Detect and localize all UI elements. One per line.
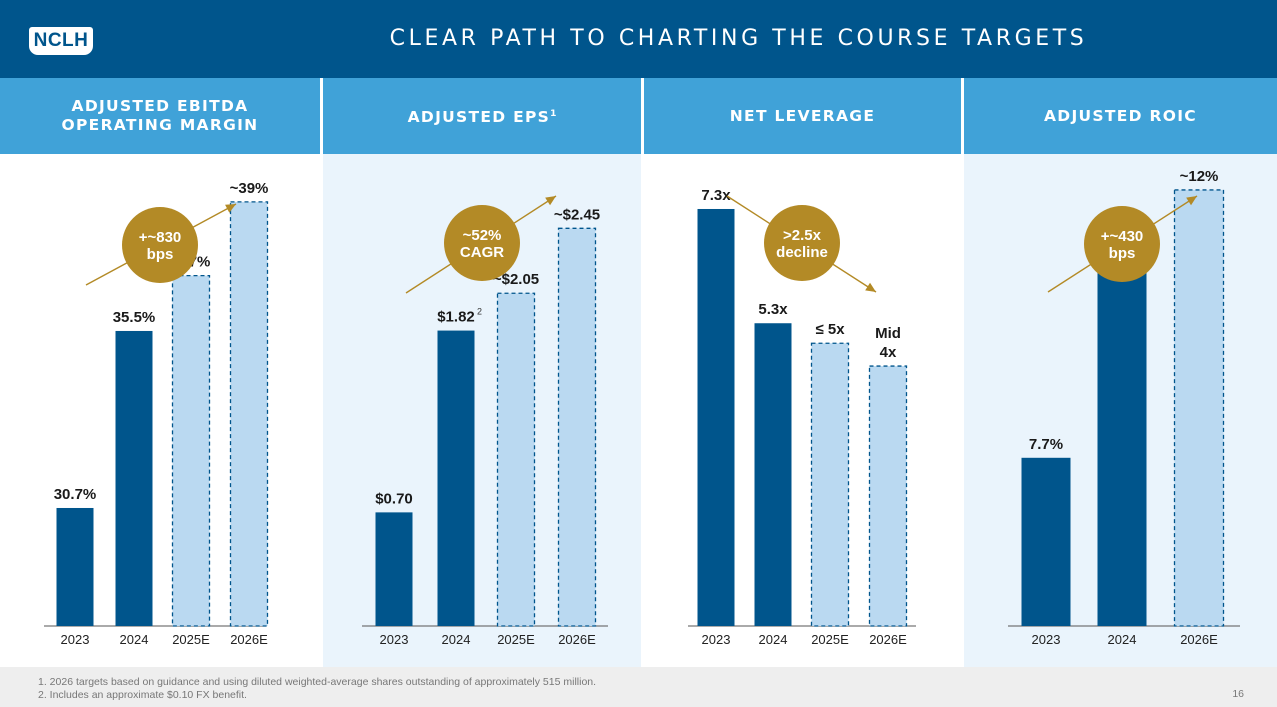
data-label: Mid bbox=[875, 325, 901, 342]
bar bbox=[697, 208, 735, 626]
data-label: $1.82 bbox=[437, 309, 475, 326]
x-tick-label: 2024 bbox=[120, 632, 149, 647]
x-tick-label: 2024 bbox=[442, 632, 471, 647]
panel-header-net-leverage: NET LEVERAGE bbox=[644, 78, 961, 154]
panel-title-line: ADJUSTED EPS bbox=[407, 108, 551, 127]
page-title: CLEAR PATH TO CHARTING THE COURSE TARGET… bbox=[389, 26, 1088, 51]
panel-title-line: ADJUSTED EBITDA bbox=[71, 97, 249, 115]
data-label: ~$2.45 bbox=[554, 206, 600, 223]
nclh-logo: NCLH bbox=[29, 27, 93, 55]
panel-title-line: OPERATING MARGIN bbox=[61, 116, 259, 134]
badge-circle bbox=[122, 207, 198, 283]
data-label: 7.7% bbox=[1029, 436, 1063, 453]
bar-estimate bbox=[171, 274, 211, 627]
x-tick-label: 2023 bbox=[61, 632, 90, 647]
data-label: 30.7% bbox=[54, 486, 97, 503]
data-label: 4x bbox=[880, 344, 897, 361]
panel-header-roic: ADJUSTED ROIC bbox=[964, 78, 1277, 154]
x-tick-label: 2026E bbox=[230, 632, 268, 647]
data-label: ~$2.05 bbox=[493, 271, 539, 288]
badge-label: +~830 bbox=[139, 229, 182, 246]
badge-circle bbox=[1084, 206, 1160, 282]
trend-arrow-head bbox=[225, 204, 236, 213]
footnote-marker: 2 bbox=[477, 307, 482, 317]
footnote-1: 1. 2026 targets based on guidance and us… bbox=[38, 676, 597, 688]
x-tick-label: 2025E bbox=[497, 632, 535, 647]
panel-title-line: NET LEVERAGE bbox=[729, 106, 876, 125]
bar bbox=[1021, 457, 1071, 626]
badge-circle bbox=[764, 205, 840, 281]
x-tick-label: 2025E bbox=[172, 632, 210, 647]
data-label: 35.5% bbox=[113, 309, 156, 326]
x-tick-label: 2023 bbox=[702, 632, 731, 647]
data-label: ~12% bbox=[1180, 168, 1219, 185]
bar-estimate bbox=[229, 201, 269, 627]
x-tick-label: 2024 bbox=[1108, 632, 1137, 647]
footer bbox=[0, 667, 1277, 707]
bar bbox=[375, 512, 413, 626]
panel-header-ebitda: ADJUSTED EBITDA OPERATING MARGIN bbox=[0, 78, 320, 154]
badge-label: bps bbox=[147, 246, 174, 263]
badge-label: decline bbox=[776, 244, 828, 261]
data-label: ~39% bbox=[230, 180, 269, 197]
data-label: ≤ 5x bbox=[815, 321, 845, 338]
badge-label: bps bbox=[1109, 245, 1136, 262]
x-tick-label: 2024 bbox=[759, 632, 788, 647]
trend-arrow-head bbox=[865, 282, 876, 292]
badge-label: ~52% bbox=[463, 227, 502, 244]
data-label: 5.3x bbox=[758, 301, 788, 318]
footnote-marker: 1 bbox=[550, 108, 557, 119]
bar bbox=[56, 507, 94, 626]
x-tick-label: 2025E bbox=[811, 632, 849, 647]
bar-estimate bbox=[810, 342, 850, 627]
panel-header-eps: ADJUSTED EPS1 bbox=[323, 78, 641, 154]
x-tick-label: 2026E bbox=[558, 632, 596, 647]
bar-estimate bbox=[496, 292, 536, 627]
bar bbox=[115, 330, 153, 626]
bar bbox=[437, 330, 475, 626]
x-tick-label: 2026E bbox=[1180, 632, 1218, 647]
data-label: 7.3x bbox=[701, 187, 731, 204]
x-tick-label: 2023 bbox=[1032, 632, 1061, 647]
x-tick-label: 2023 bbox=[380, 632, 409, 647]
bar-estimate bbox=[1173, 189, 1225, 627]
bar bbox=[754, 323, 792, 626]
bar bbox=[1097, 258, 1147, 626]
trend-arrow-head bbox=[1186, 196, 1197, 206]
header-bar: NCLH CLEAR PATH TO CHARTING THE COURSE T… bbox=[0, 0, 1277, 78]
badge-label: +~430 bbox=[1101, 228, 1144, 245]
page-number: 16 bbox=[1232, 688, 1244, 700]
badge-label: CAGR bbox=[460, 244, 504, 261]
footnote-2: 2. Includes an approximate $0.10 FX bene… bbox=[38, 689, 247, 701]
bar-estimate bbox=[557, 227, 597, 627]
trend-arrow-head bbox=[545, 196, 556, 206]
panel-title-line: ADJUSTED ROIC bbox=[1044, 106, 1197, 125]
charts-canvas: 30.7%202335.5%2024~37%2025E~39%2026E+~83… bbox=[44, 168, 1240, 647]
badge-circle bbox=[444, 205, 520, 281]
bar-estimate bbox=[868, 365, 908, 627]
data-label: $0.70 bbox=[375, 490, 413, 507]
x-tick-label: 2026E bbox=[869, 632, 907, 647]
badge-label: >2.5x bbox=[783, 227, 822, 244]
